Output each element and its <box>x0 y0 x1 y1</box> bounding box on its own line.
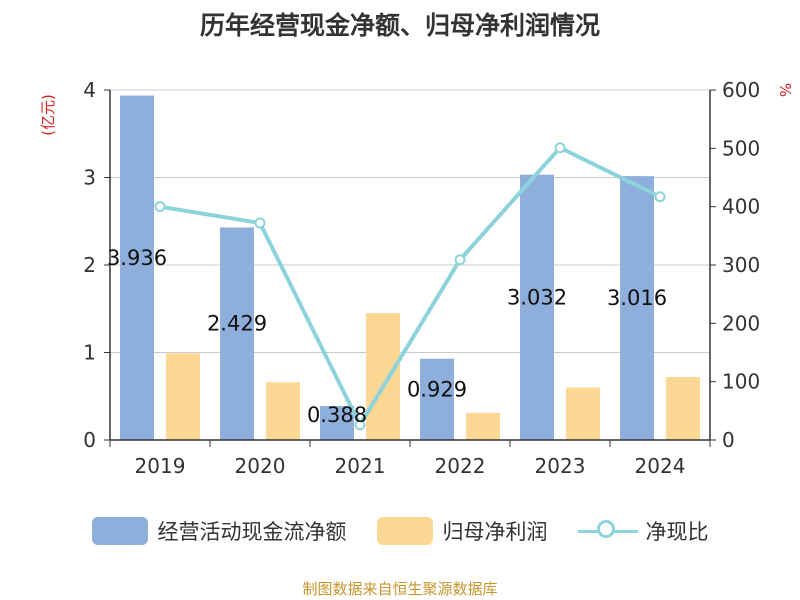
y-left-tick-label: 1 <box>83 341 96 365</box>
y-right-tick-label: 400 <box>722 195 760 219</box>
bar-net-profit <box>666 377 700 440</box>
bar-cashflow <box>420 358 454 440</box>
x-tick-label: 2019 <box>135 454 186 478</box>
bar-cashflow <box>220 227 254 440</box>
legend-swatch-net-profit <box>376 517 433 545</box>
bar-net-profit <box>566 387 600 440</box>
x-tick-label: 2024 <box>635 454 686 478</box>
chart-title: 历年经营现金净额、归母净利润情况 <box>199 11 600 40</box>
bar-cashflow <box>320 406 354 440</box>
x-tick-label: 2020 <box>235 454 286 478</box>
ratio-point <box>454 254 466 266</box>
bar-value-label: 2.429 <box>207 312 267 336</box>
legend-label-net-profit: 归母净利润 <box>442 520 548 544</box>
x-tick-label: 2023 <box>535 454 586 478</box>
bar-cashflow <box>120 95 154 440</box>
source-note: 制图数据来自恒生聚源数据库 <box>302 580 498 598</box>
legend-line-icon <box>577 517 638 545</box>
bar-value-label: 0.388 <box>307 403 367 427</box>
ratio-point <box>254 217 266 229</box>
ratio-line <box>154 142 666 431</box>
y-right-tick-label: 0 <box>722 428 735 452</box>
bar-value-label: 3.032 <box>507 285 567 309</box>
legend: 经营活动现金流净额 归母净利润 净现比 <box>0 516 800 546</box>
legend-label-ratio: 净现比 <box>645 520 709 544</box>
y-left-tick-label: 4 <box>83 78 96 102</box>
bar-net-profit <box>166 353 200 440</box>
bar-net-profit <box>266 382 300 440</box>
x-tick-label: 2021 <box>335 454 386 478</box>
ratio-point <box>554 142 566 154</box>
ratio-point <box>154 201 166 213</box>
legend-label-cashflow: 经营活动现金流净额 <box>157 520 347 544</box>
bars <box>120 95 700 440</box>
legend-item-net-profit[interactable]: 归母净利润 <box>376 516 548 546</box>
y-right-tick-label: 100 <box>722 370 760 394</box>
y-left-tick-label: 0 <box>83 428 96 452</box>
y-right-tick-label: 300 <box>722 253 760 277</box>
bar-cashflow <box>620 176 654 440</box>
ratio-line-path <box>159 145 661 429</box>
bar-value-label: 0.929 <box>407 377 467 401</box>
bar-value-label: 3.016 <box>607 286 667 310</box>
grid-lines <box>110 89 710 353</box>
y-right-tick-label: 200 <box>722 311 760 335</box>
x-tick-label: 2022 <box>435 454 486 478</box>
bar-cashflow <box>520 174 554 440</box>
ratio-point <box>654 191 666 203</box>
ratio-point <box>354 419 366 431</box>
y-right-unit-label: % <box>776 83 794 97</box>
axes: 0 1 2 3 4 0 100 200 300 400 500 600 2019 2020 2021 2022… <box>83 78 760 478</box>
y-right-tick-label: 500 <box>722 136 760 160</box>
bar-net-profit <box>466 412 500 440</box>
data-labels: 3.936 2.429 0.388 0.929 3.032 3.016 <box>107 246 667 427</box>
legend-item-ratio[interactable]: 净现比 <box>577 516 709 546</box>
y-left-unit-label: (亿元) <box>39 94 57 136</box>
y-left-tick-label: 2 <box>83 253 96 277</box>
bar-value-label: 3.936 <box>107 246 167 270</box>
y-right-tick-label: 600 <box>722 78 760 102</box>
bar-net-profit <box>366 313 400 440</box>
legend-swatch-cashflow <box>91 517 148 545</box>
legend-item-cashflow[interactable]: 经营活动现金流净额 <box>91 516 347 546</box>
y-left-tick-label: 3 <box>83 166 96 190</box>
